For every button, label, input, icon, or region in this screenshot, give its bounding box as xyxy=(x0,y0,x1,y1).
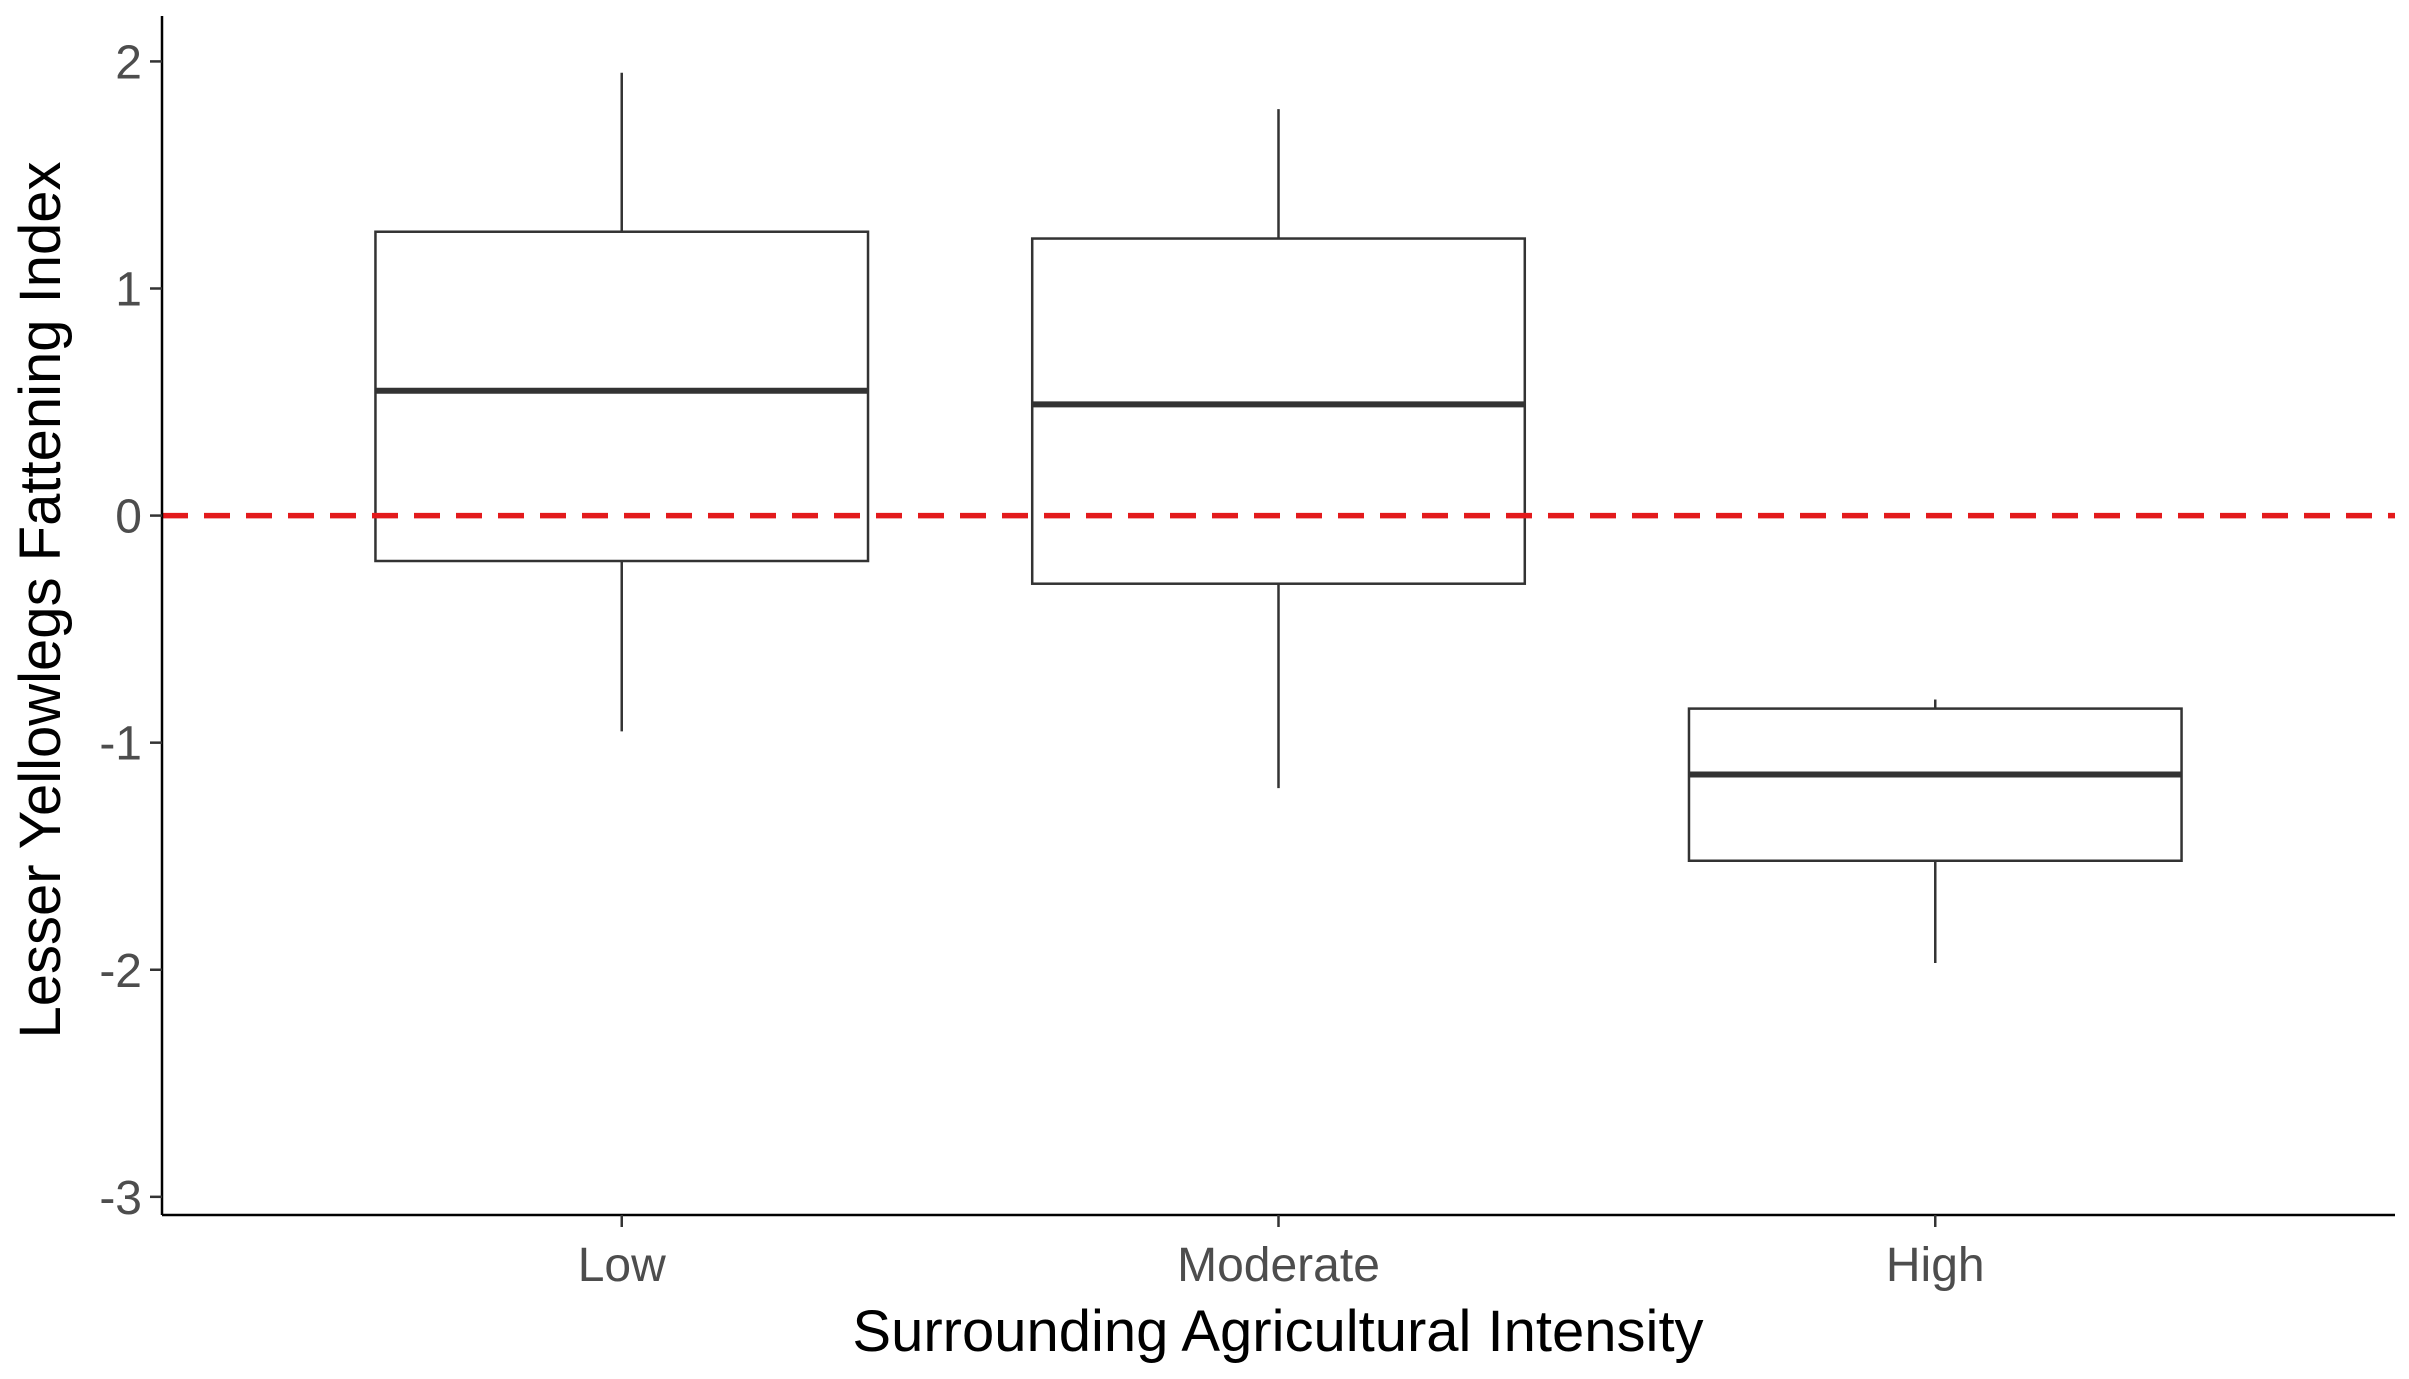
box-high xyxy=(1687,699,2183,963)
y-tick-label: 2 xyxy=(115,36,142,89)
box-body xyxy=(1030,237,1527,585)
box-body xyxy=(1687,707,2183,863)
x-ticks: Low Moderate High xyxy=(578,1215,1985,1292)
x-axis-title: Surrounding Agricultural Intensity xyxy=(852,1299,1703,1364)
x-tick-label: Moderate xyxy=(1177,1239,1380,1292)
y-tick-label: -3 xyxy=(99,1172,142,1225)
y-tick-label: -2 xyxy=(99,945,142,998)
box-low xyxy=(374,72,870,732)
box-moderate xyxy=(1030,109,1527,789)
x-tick-label: Low xyxy=(578,1239,666,1292)
y-tick-label: 1 xyxy=(115,264,142,317)
x-tick-label: High xyxy=(1886,1239,1985,1292)
y-tick-label: 0 xyxy=(115,491,142,544)
y-tick-label: -1 xyxy=(99,718,142,771)
y-ticks: -3 -2 -1 0 1 2 xyxy=(99,36,162,1225)
y-axis-title: Lesser Yellowlegs Fattening Index xyxy=(8,161,73,1038)
plot-area xyxy=(162,72,2395,963)
box-body xyxy=(374,230,870,563)
